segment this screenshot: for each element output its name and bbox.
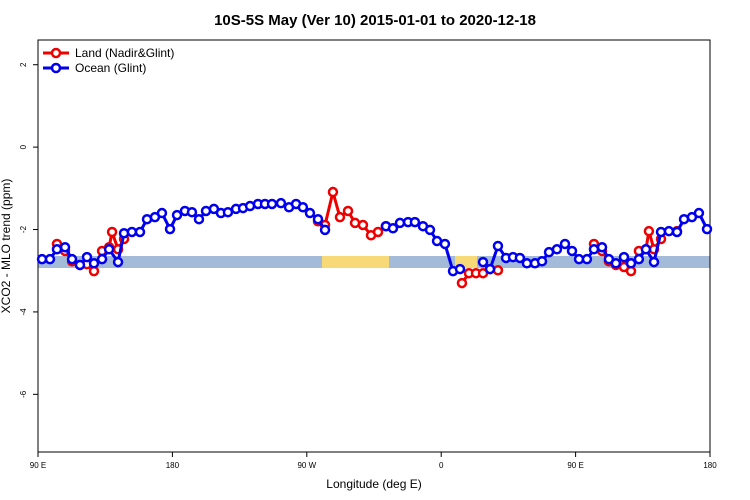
data-point [59,241,71,253]
data-point [514,252,526,264]
x-tick-label: 0 [439,461,444,470]
data-point [112,256,124,268]
data-point [186,206,198,218]
x-axis-label: Longitude (deg E) [326,477,421,491]
data-point [394,217,406,229]
data-point [581,253,593,265]
data-point [566,245,578,257]
data-point [439,238,451,250]
data-point [596,241,608,253]
y-tick-label: 0 [19,144,28,149]
data-point [312,213,324,225]
data-point [409,216,421,228]
data-point [625,258,637,269]
data-point [342,205,354,217]
data-point [559,238,571,250]
data-point [103,244,115,255]
data-point [484,263,496,275]
data-point [424,224,436,236]
data-point [648,256,660,268]
data-point [477,256,489,268]
data-point [372,226,384,238]
data-point [156,207,168,219]
chart-title: 10S-5S May (Ver 10) 2015-01-01 to 2020-1… [214,12,536,29]
data-point [454,263,466,275]
data-point [275,197,287,209]
x-tick-label: 180 [166,461,180,470]
data-point [521,258,533,269]
data-point [222,206,234,218]
data-point [671,226,683,238]
legend-marker [50,47,62,59]
data-point [134,226,146,238]
plot-frame [37,39,711,453]
legend-label: Land (Nadir&Glint) [75,46,174,60]
data-point [171,209,183,221]
data-point [387,223,399,234]
data-point [588,244,600,255]
data-point [164,223,176,235]
data-point [96,253,108,265]
data-point [610,258,622,269]
data-point [618,251,630,263]
data-point [304,207,316,219]
data-point [118,227,130,239]
data-point [640,244,652,255]
data-point [456,277,468,289]
data-point [327,186,339,198]
y-tick-label: -2 [19,225,28,233]
data-point [334,211,346,223]
data-point [74,259,86,271]
data-point [297,202,309,213]
data-point [44,253,56,265]
legend-label: Ocean (Glint) [75,61,146,75]
y-tick-label: 2 [19,62,28,67]
y-axis-label: XCO2 - MLO trend (ppm) [0,179,13,314]
x-tick-label: 90 E [567,461,583,470]
data-point [126,226,138,238]
legend-marker [50,62,62,74]
y-tick-label: -6 [19,390,28,398]
data-point [51,244,63,255]
data-point [492,240,504,252]
data-point [536,255,548,267]
data-point [701,223,713,235]
data-point [319,224,331,236]
data-point [693,207,705,219]
data-point [357,219,369,231]
x-tick-label: 90 E [30,461,46,470]
data-point [266,198,278,210]
data-point [643,225,655,237]
data-point [88,258,100,269]
x-tick-label: 90 W [297,461,316,470]
data-point [551,244,563,255]
y-tick-label: -4 [19,308,28,316]
data-point [66,253,78,265]
data-point [663,225,675,237]
data-point [492,265,504,276]
data-point [81,251,93,263]
data-point [633,253,645,265]
x-tick-label: 180 [703,461,717,470]
data-point [193,213,205,225]
data-point [106,226,118,238]
